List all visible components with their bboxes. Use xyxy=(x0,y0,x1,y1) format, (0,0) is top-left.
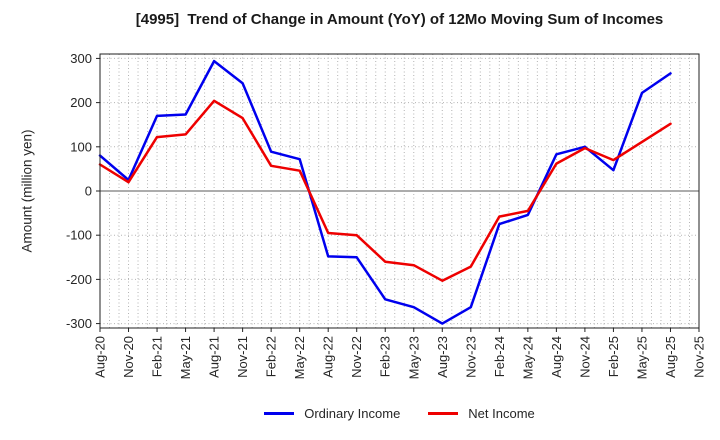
x-tick-label: May-23 xyxy=(406,336,421,379)
y-tick-label: 300 xyxy=(70,51,92,66)
x-tick-label: Aug-22 xyxy=(321,336,336,378)
series-line-ordinary-income xyxy=(98,59,672,325)
x-tick-label: Feb-25 xyxy=(606,336,621,377)
x-tick-label: Feb-21 xyxy=(150,336,165,377)
x-tick-label: Nov-23 xyxy=(463,336,478,378)
legend-item-net-income: Net Income xyxy=(428,406,535,421)
x-tick-label: Nov-25 xyxy=(692,336,707,378)
x-tick-label: Aug-23 xyxy=(435,336,450,378)
x-tick-label: Aug-25 xyxy=(663,336,678,378)
y-tick-label: -200 xyxy=(66,272,92,287)
x-tick-label: Nov-21 xyxy=(235,336,250,378)
legend-line-ordinary-income xyxy=(264,412,295,415)
x-tick-label: Nov-20 xyxy=(121,336,136,378)
y-tick-label: 0 xyxy=(85,184,92,199)
x-tick-label: May-25 xyxy=(634,336,649,379)
y-tick-label: 200 xyxy=(70,95,92,110)
legend-label-net-income: Net Income xyxy=(468,406,535,421)
x-tick-label: Feb-22 xyxy=(264,336,279,377)
y-tick-label: -100 xyxy=(66,228,92,243)
x-tick-label: Aug-21 xyxy=(207,336,222,378)
x-tick-label: May-22 xyxy=(292,336,307,379)
legend: Ordinary Income Net Income xyxy=(100,406,699,421)
legend-item-ordinary-income: Ordinary Income xyxy=(264,406,400,421)
x-tick-label: May-21 xyxy=(178,336,193,379)
x-tick-label: Feb-24 xyxy=(492,336,507,377)
y-tick-label: -300 xyxy=(66,316,92,331)
x-tick-label: Aug-24 xyxy=(549,336,564,378)
x-tick-label: Nov-24 xyxy=(577,336,592,378)
chart-title: [4995] Trend of Change in Amount (YoY) o… xyxy=(135,11,664,28)
legend-label-ordinary-income: Ordinary Income xyxy=(304,406,401,421)
x-tick-label: Aug-20 xyxy=(93,336,108,378)
x-tick-label: Feb-23 xyxy=(378,336,393,377)
y-tick-label: 100 xyxy=(70,139,92,154)
series-line-net-income xyxy=(98,99,672,282)
x-tick-label: Nov-22 xyxy=(349,336,364,378)
x-tick-label: May-24 xyxy=(520,336,535,379)
legend-line-net-income xyxy=(428,412,459,415)
